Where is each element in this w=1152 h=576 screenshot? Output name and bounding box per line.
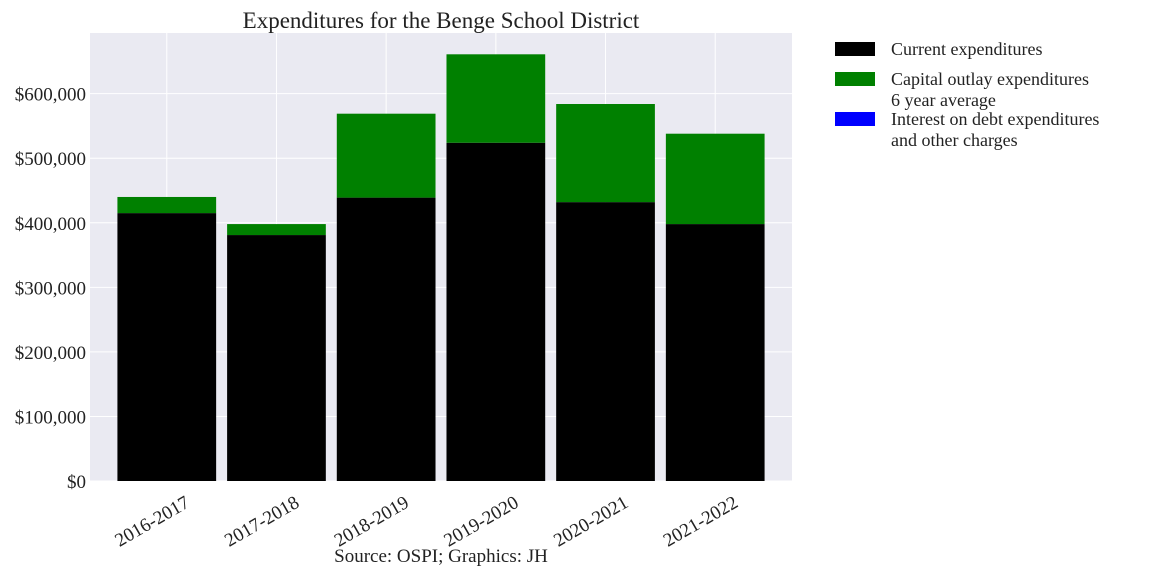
bar-2019-2020-series-1	[446, 54, 546, 143]
bar-2016-2017-series-0	[117, 213, 217, 481]
legend-swatch	[835, 112, 875, 126]
chart-source: Source: OSPI; Graphics: JH	[334, 546, 548, 567]
chart-title: Expenditures for the Benge School Distri…	[243, 8, 640, 33]
y-tick-label: $500,000	[15, 149, 86, 170]
bar-2018-2019-series-0	[336, 197, 436, 481]
bar-2017-2018-series-0	[227, 235, 326, 481]
legend-label: Interest on debt expenditures	[891, 109, 1099, 129]
legend-swatch	[835, 42, 875, 56]
legend-label: and other charges	[891, 130, 1018, 150]
bar-2016-2017-series-1	[117, 196, 217, 214]
legend-swatch	[835, 72, 875, 86]
y-axis: $0 $100,000 $200,000 $300,000 $400,000 $500,0…	[15, 85, 86, 493]
bar-2020-2021-series-1	[556, 104, 655, 203]
legend-label: Capital outlay expenditures	[891, 69, 1089, 89]
bar-2021-2022-series-1	[665, 133, 765, 225]
x-tick-label: 2016-2017	[111, 492, 193, 551]
bar-2021-2022-series-0	[665, 224, 765, 481]
x-tick-label: 2019-2020	[441, 492, 523, 551]
y-tick-label: $200,000	[15, 343, 86, 364]
y-tick-label: $600,000	[15, 85, 86, 106]
x-axis: 2016-2017 2017-2018 2018-2019 2019-2020 2020…	[111, 492, 741, 551]
x-tick-label: 2017-2018	[221, 492, 303, 551]
bar-2019-2020-series-0	[446, 142, 546, 481]
bar-2017-2018-series-1	[227, 224, 326, 236]
bar-2020-2021-series-0	[556, 202, 655, 481]
legend-label: Current expenditures	[891, 39, 1042, 59]
legend: Current expenditures Capital outlay expen…	[835, 39, 1099, 150]
y-tick-label: $300,000	[15, 278, 86, 299]
bar-2018-2019-series-1	[336, 113, 436, 198]
legend-label: 6 year average	[891, 90, 996, 110]
y-tick-label: $0	[67, 472, 86, 493]
y-tick-label: $100,000	[15, 407, 86, 428]
x-tick-label: 2018-2019	[331, 492, 413, 551]
x-tick-label: 2020-2021	[550, 492, 632, 551]
y-tick-label: $400,000	[15, 214, 86, 235]
bars	[117, 54, 765, 481]
x-tick-label: 2021-2022	[660, 492, 742, 551]
